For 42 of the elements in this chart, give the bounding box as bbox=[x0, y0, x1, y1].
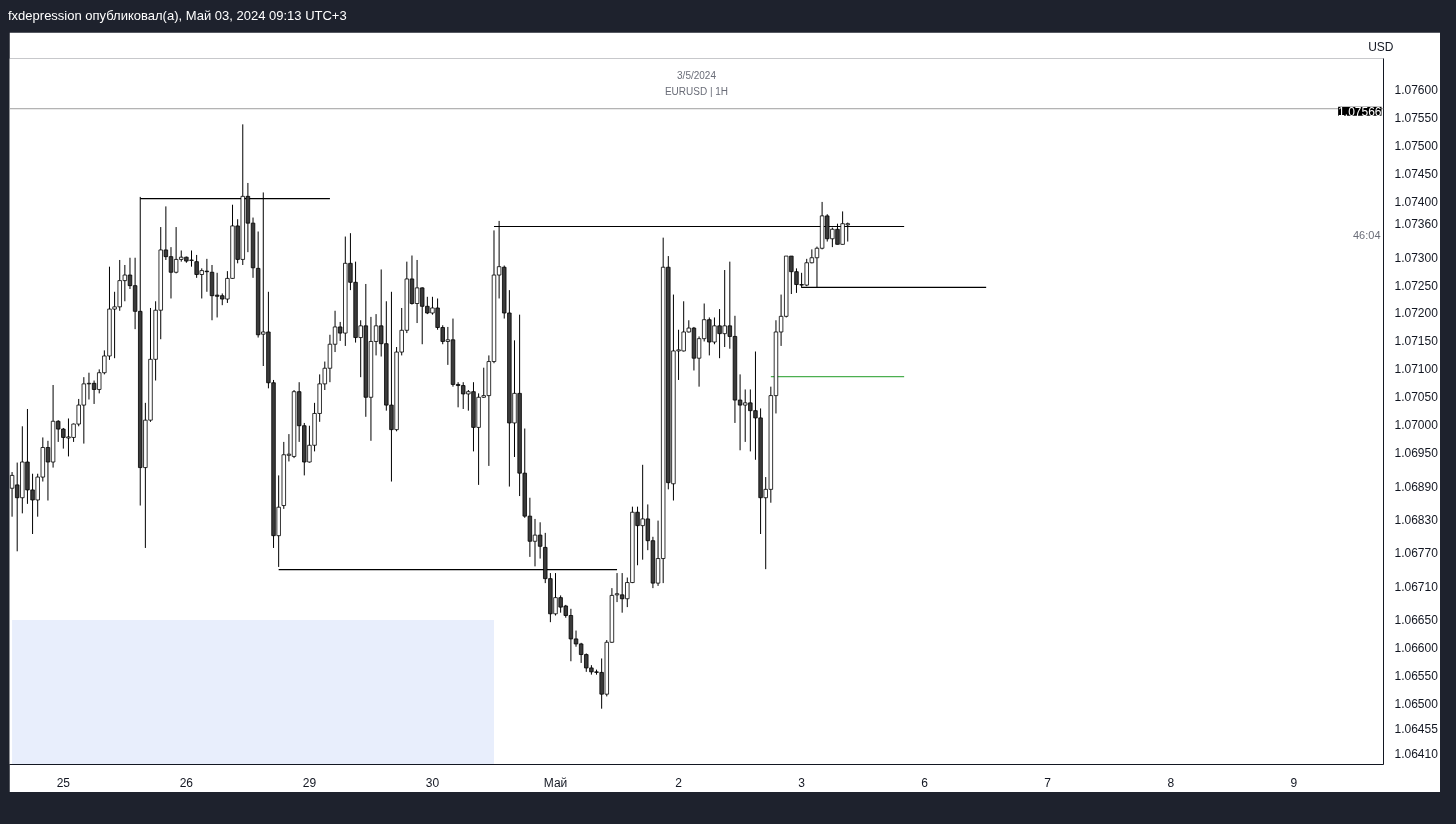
x-tick-label: 8 bbox=[1167, 775, 1175, 790]
y-tick-label: 1.06890 bbox=[1394, 479, 1439, 494]
y-tick-label: 1.07150 bbox=[1394, 334, 1439, 349]
y-tick-label: 1.07360 bbox=[1394, 217, 1439, 232]
x-tick-label: 30 bbox=[425, 775, 440, 790]
text: 3/5/2024 bbox=[677, 69, 717, 81]
y-tick-label: 1.06950 bbox=[1394, 446, 1439, 461]
y-tick-label: 1.06455 bbox=[1394, 722, 1439, 737]
y-tick-label: 1.07400 bbox=[1394, 194, 1439, 209]
x-tick-label: Май bbox=[543, 775, 568, 790]
y-tick-label: 1.06600 bbox=[1394, 641, 1439, 656]
annotation: 46:04 bbox=[1352, 228, 1381, 241]
y-tick-label: 1.07250 bbox=[1394, 278, 1439, 293]
y-tick-label: 1.07050 bbox=[1394, 390, 1439, 405]
y-tick-label: 1.07550 bbox=[1394, 111, 1439, 126]
x-tick-label: 3 bbox=[798, 775, 806, 790]
y-tick-label: 1.06550 bbox=[1394, 669, 1439, 684]
text: EURUSD | 1H bbox=[664, 85, 729, 97]
x-tick-label: 25 bbox=[56, 775, 71, 790]
y-tick-label: 1.07300 bbox=[1394, 250, 1439, 265]
text: fxdepression опубликовал(а), Май 03, 2024 09:13 UTC+3 bbox=[8, 7, 347, 25]
x-tick-label: 9 bbox=[1290, 775, 1298, 790]
y-tick-label: 1.07500 bbox=[1394, 139, 1439, 154]
y-tick-label: 1.06770 bbox=[1394, 546, 1439, 561]
y-tick-label: 1.07000 bbox=[1394, 418, 1439, 433]
y-tick-label: 1.07600 bbox=[1394, 83, 1439, 98]
y-tick-label: 1.06650 bbox=[1394, 613, 1439, 628]
x-tick-label: 2 bbox=[675, 775, 683, 790]
y-tick-label: 1.06710 bbox=[1394, 579, 1439, 594]
y-tick-label: 1.07450 bbox=[1394, 166, 1439, 181]
x-tick-label: 26 bbox=[179, 775, 194, 790]
x-tick-label: 7 bbox=[1044, 775, 1052, 790]
x-tick-label: 29 bbox=[302, 775, 317, 790]
ref-line-label: 1.07566 bbox=[1338, 104, 1382, 119]
y-tick-label: 1.06410 bbox=[1394, 747, 1439, 762]
y-tick-label: 1.07100 bbox=[1394, 362, 1439, 377]
candlestick bbox=[537, 521, 543, 560]
x-tick-label: 6 bbox=[921, 775, 929, 790]
y-tick-label: 1.06830 bbox=[1394, 512, 1439, 527]
y-tick-label: 1.07200 bbox=[1394, 306, 1439, 321]
y-axis-title: USD bbox=[1368, 39, 1394, 54]
y-tick-label: 1.06500 bbox=[1394, 697, 1439, 712]
